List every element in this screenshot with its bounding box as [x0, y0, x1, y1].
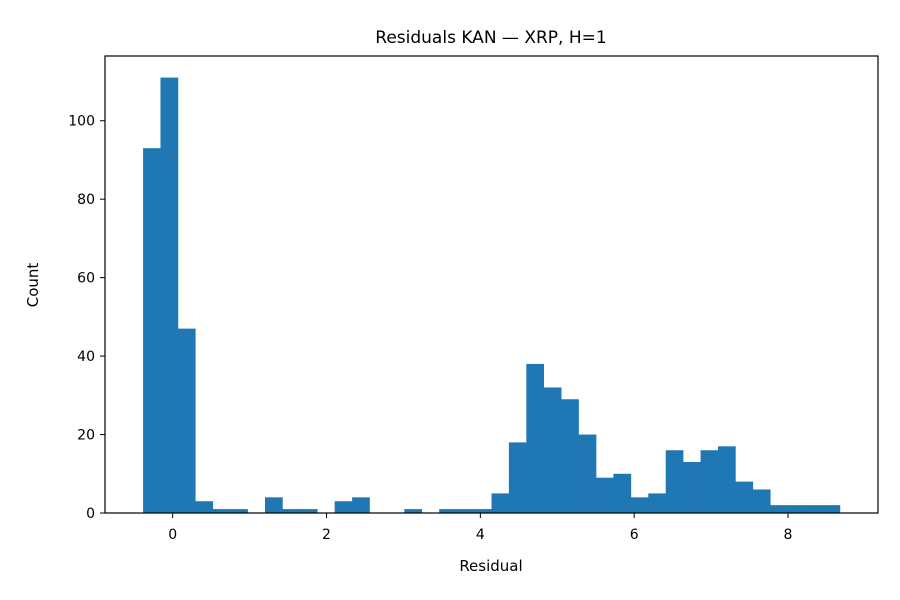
x-tick-label: 0	[168, 527, 177, 543]
histogram-bar	[143, 148, 161, 513]
histogram-bar	[508, 442, 527, 513]
histogram-bar	[456, 509, 475, 513]
histogram-bar	[526, 363, 545, 513]
histogram-bar	[752, 489, 771, 513]
histogram-bar	[578, 434, 597, 513]
histogram-bar	[264, 497, 283, 513]
y-axis-label: Count	[24, 263, 42, 308]
histogram-bar	[299, 509, 318, 513]
histogram-bar	[561, 399, 579, 513]
histogram-bar	[717, 446, 736, 513]
histogram-bar	[613, 473, 632, 513]
plot-frame	[104, 55, 879, 514]
histogram-bar	[404, 509, 423, 513]
histogram-bar	[212, 509, 231, 513]
histogram-bar	[735, 481, 754, 513]
x-axis-ticks: 0 2 4 6 8	[168, 513, 792, 543]
x-tick-label: 6	[630, 527, 639, 543]
x-axis-label: Residual	[459, 557, 522, 575]
histogram-bar	[160, 77, 179, 513]
histogram-bar	[177, 328, 196, 513]
chart-title: Residuals KAN — XRP, H=1	[375, 28, 606, 48]
y-tick-label: 0	[86, 506, 95, 522]
histogram-bar	[230, 509, 248, 513]
histogram-bar	[195, 501, 214, 513]
histogram-bar	[648, 493, 667, 513]
histogram-bar	[543, 387, 562, 513]
y-tick-label: 20	[77, 428, 95, 444]
x-tick-label: 2	[322, 527, 331, 543]
histogram-bar	[770, 505, 788, 513]
histogram-bar	[334, 501, 353, 513]
y-tick-label: 80	[77, 192, 95, 208]
x-tick-label: 8	[784, 527, 793, 543]
histogram-bar	[474, 509, 492, 513]
y-tick-label: 40	[77, 349, 95, 365]
y-axis-ticks: 0 20 40 60 80 100	[68, 114, 105, 522]
histogram-bar	[683, 462, 701, 513]
histogram-bar	[822, 505, 841, 513]
histogram-bar	[352, 497, 370, 513]
histogram-bar	[282, 509, 301, 513]
x-tick-label: 4	[476, 527, 485, 543]
y-tick-label: 100	[68, 114, 95, 130]
histogram-bar	[491, 493, 510, 513]
histogram-bar	[439, 509, 457, 513]
histogram-bar	[805, 505, 823, 513]
histogram-bar	[630, 497, 649, 513]
histogram-bar	[787, 505, 806, 513]
histogram-bar	[700, 450, 719, 513]
bars-group	[143, 77, 841, 513]
histogram-bar	[665, 450, 684, 513]
histogram-bar	[596, 477, 614, 513]
y-tick-label: 60	[77, 271, 95, 287]
